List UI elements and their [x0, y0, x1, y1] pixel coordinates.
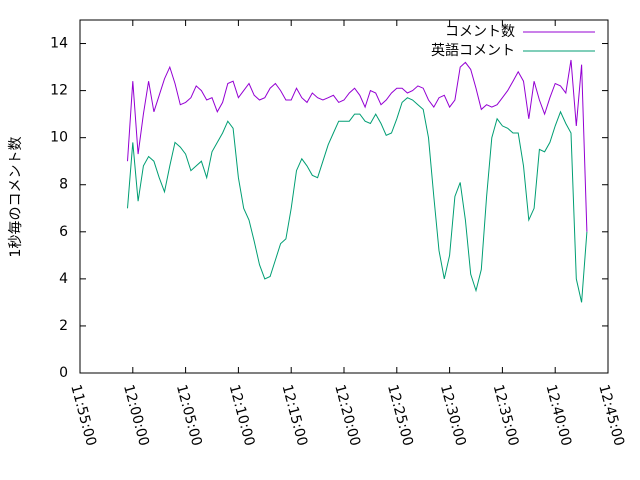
- plot-frame: [79, 19, 609, 374]
- x-tick-label: 12:45:00: [595, 383, 627, 448]
- data-line: [127, 59, 588, 232]
- x-tick-label: 12:40:00: [542, 383, 574, 448]
- y-tick-label: 10: [50, 130, 68, 146]
- data-line: [127, 97, 588, 303]
- y-tick-label: 4: [59, 271, 68, 287]
- legend-label: コメント数: [445, 24, 515, 40]
- y-tick-label: 12: [50, 83, 68, 99]
- x-tick-label: 12:20:00: [331, 383, 363, 448]
- y-tick-label: 6: [59, 224, 68, 240]
- x-tick-label: 12:30:00: [437, 383, 469, 448]
- y-tick-label: 0: [59, 365, 68, 381]
- y-tick-label: 2: [59, 318, 68, 334]
- legend-label: 英語コメント: [431, 42, 515, 59]
- x-tick-label: 12:00:00: [120, 383, 152, 448]
- x-tick-label: 12:25:00: [384, 383, 416, 448]
- x-tick-label: 12:05:00: [173, 383, 205, 448]
- y-tick-label: 14: [50, 36, 68, 52]
- x-tick-label: 12:10:00: [226, 383, 258, 448]
- x-tick-label: 12:35:00: [490, 383, 522, 448]
- y-axis-label: 1秒毎のコメント数: [8, 137, 24, 258]
- y-tick-label: 8: [59, 177, 68, 193]
- x-tick-label: 11:55:00: [67, 383, 99, 448]
- x-tick-label: 12:15:00: [278, 383, 310, 448]
